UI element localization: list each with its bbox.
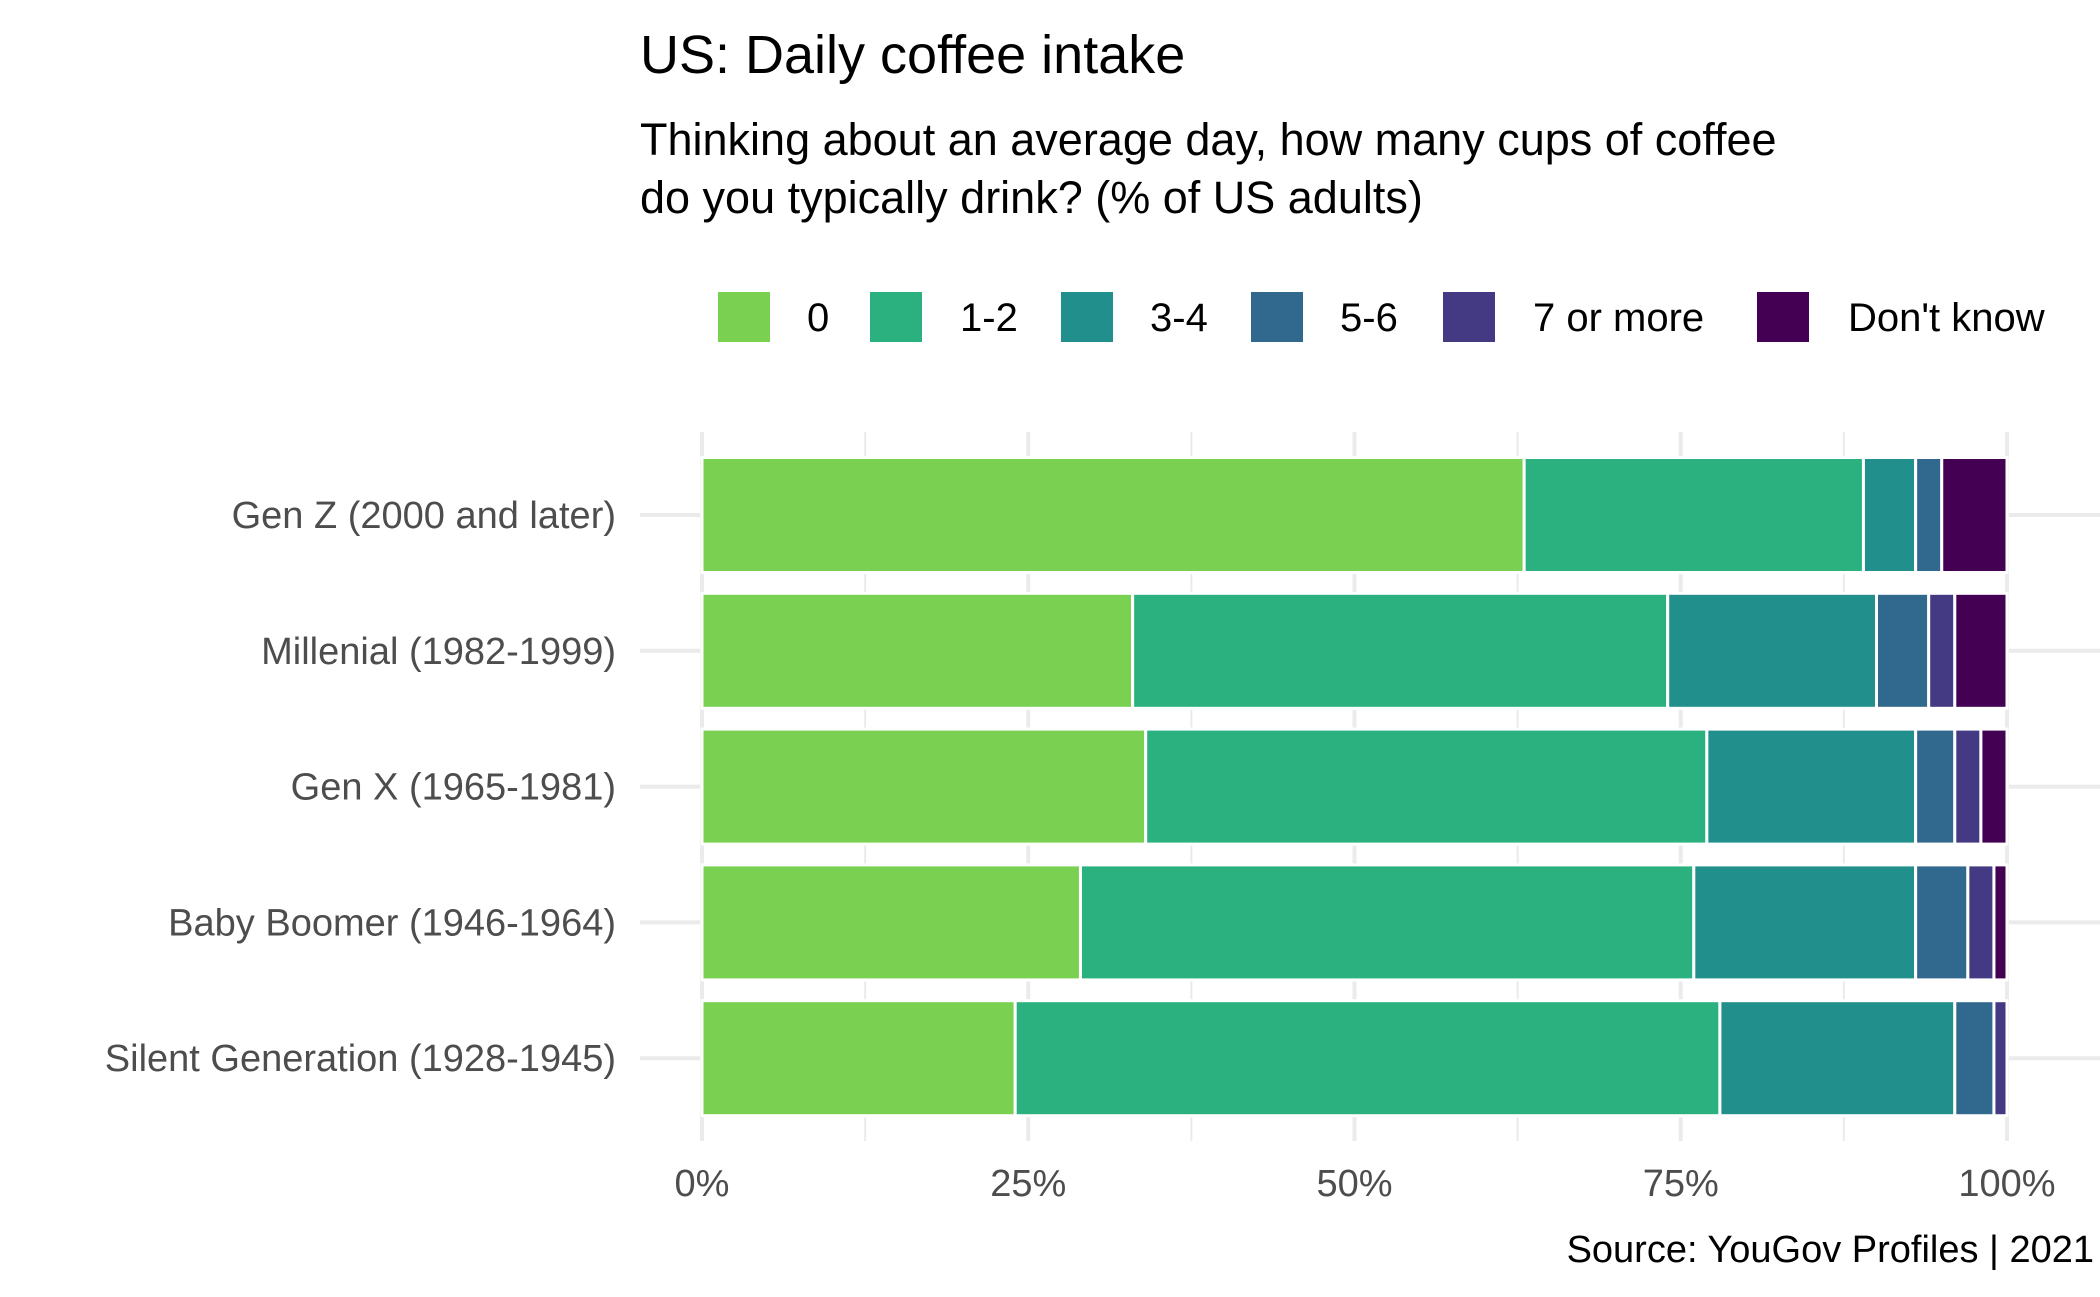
legend-key-swatch (1757, 292, 1809, 342)
bar-segment-3-4 (1666, 591, 1878, 710)
legend-label: 0 (807, 296, 829, 340)
x-tick-label: 75% (1643, 1163, 1719, 1205)
bar-segment-0 (700, 591, 1135, 710)
legend-label: 3-4 (1150, 296, 1208, 340)
x-tick-label: 50% (1316, 1163, 1392, 1205)
legend-key-swatch (718, 292, 770, 342)
bar-segment-5-6 (1914, 727, 1957, 846)
bar-segment-5-6 (1875, 591, 1931, 710)
chart-caption: Source: YouGov Profiles | 2021 (1567, 1229, 2094, 1271)
y-axis-labels: Gen Z (2000 and later) Millenial (1982-19… (105, 495, 616, 1080)
bar-segment-7-or-more (1966, 863, 1996, 982)
bar-segment-3-4 (1692, 863, 1918, 982)
bar-segment-7-or-more (1927, 591, 1957, 710)
chart-subtitle-line-2: do you typically drink? (% of US adults) (640, 172, 1423, 223)
bar-segment-5-6 (1953, 999, 1996, 1118)
bar-segment-7-or-more (1992, 999, 2009, 1118)
bar-segment-3-4 (1705, 727, 1918, 846)
legend-item: 0 (718, 292, 829, 342)
bar-segment-0 (700, 456, 1526, 574)
bar-segment-don-t-know (1992, 863, 2009, 982)
legend-label: Don't know (1848, 296, 2045, 340)
bar-segment-3-4 (1861, 456, 1918, 574)
legend-key-swatch (870, 292, 922, 342)
legend-key-swatch (1061, 292, 1113, 342)
x-tick-label: 0% (675, 1163, 730, 1205)
bar-segment-5-6 (1914, 456, 1944, 574)
bars (700, 456, 2009, 1118)
x-tick-label: 25% (990, 1163, 1066, 1205)
chart-title: US: Daily coffee intake (640, 25, 1185, 85)
legend-label: 1-2 (960, 296, 1018, 340)
legend-item: 7 or more (1443, 292, 1704, 342)
bar-segment-0 (700, 863, 1082, 982)
bar-segment-7-or-more (1953, 727, 1983, 846)
y-tick-label: Gen Z (2000 and later) (232, 495, 616, 537)
bar-segment-0 (700, 727, 1148, 846)
x-axis-labels: 0% 25% 50% 75% 100% (675, 1163, 2056, 1205)
legend-item: 5-6 (1251, 292, 1398, 342)
bar-segment-3-4 (1718, 999, 1957, 1118)
y-tick-label: Baby Boomer (1946-1964) (168, 902, 616, 944)
bar-segment-don-t-know (1979, 727, 2009, 846)
y-tick-label: Silent Generation (1928-1945) (105, 1038, 616, 1080)
y-tick-label: Millenial (1982-1999) (261, 631, 616, 673)
y-tick-label: Gen X (1965-1981) (291, 767, 616, 809)
legend: 0 1-2 3-4 5-6 7 or more Don't know (718, 292, 2045, 342)
bar-segment-1-2 (1013, 999, 1722, 1118)
legend-key-swatch (1251, 292, 1303, 342)
x-tick-label: 100% (1958, 1163, 2055, 1205)
legend-label: 5-6 (1340, 296, 1398, 340)
bar-segment-1-2 (1131, 591, 1670, 710)
bar-segment-5-6 (1914, 863, 1970, 982)
bar-segment-don-t-know (1953, 591, 2009, 710)
legend-item: 1-2 (870, 292, 1018, 342)
bar-segment-don-t-know (1940, 456, 2009, 574)
bar-segment-1-2 (1078, 863, 1696, 982)
legend-item: 3-4 (1061, 292, 1208, 342)
legend-item: Don't know (1757, 292, 2045, 342)
legend-key-swatch (1443, 292, 1495, 342)
bar-segment-1-2 (1144, 727, 1709, 846)
bar-segment-0 (700, 999, 1017, 1118)
legend-label: 7 or more (1533, 296, 1704, 340)
chart-subtitle-line-1: Thinking about an average day, how many … (640, 114, 1777, 165)
bar-segment-1-2 (1522, 456, 1865, 574)
